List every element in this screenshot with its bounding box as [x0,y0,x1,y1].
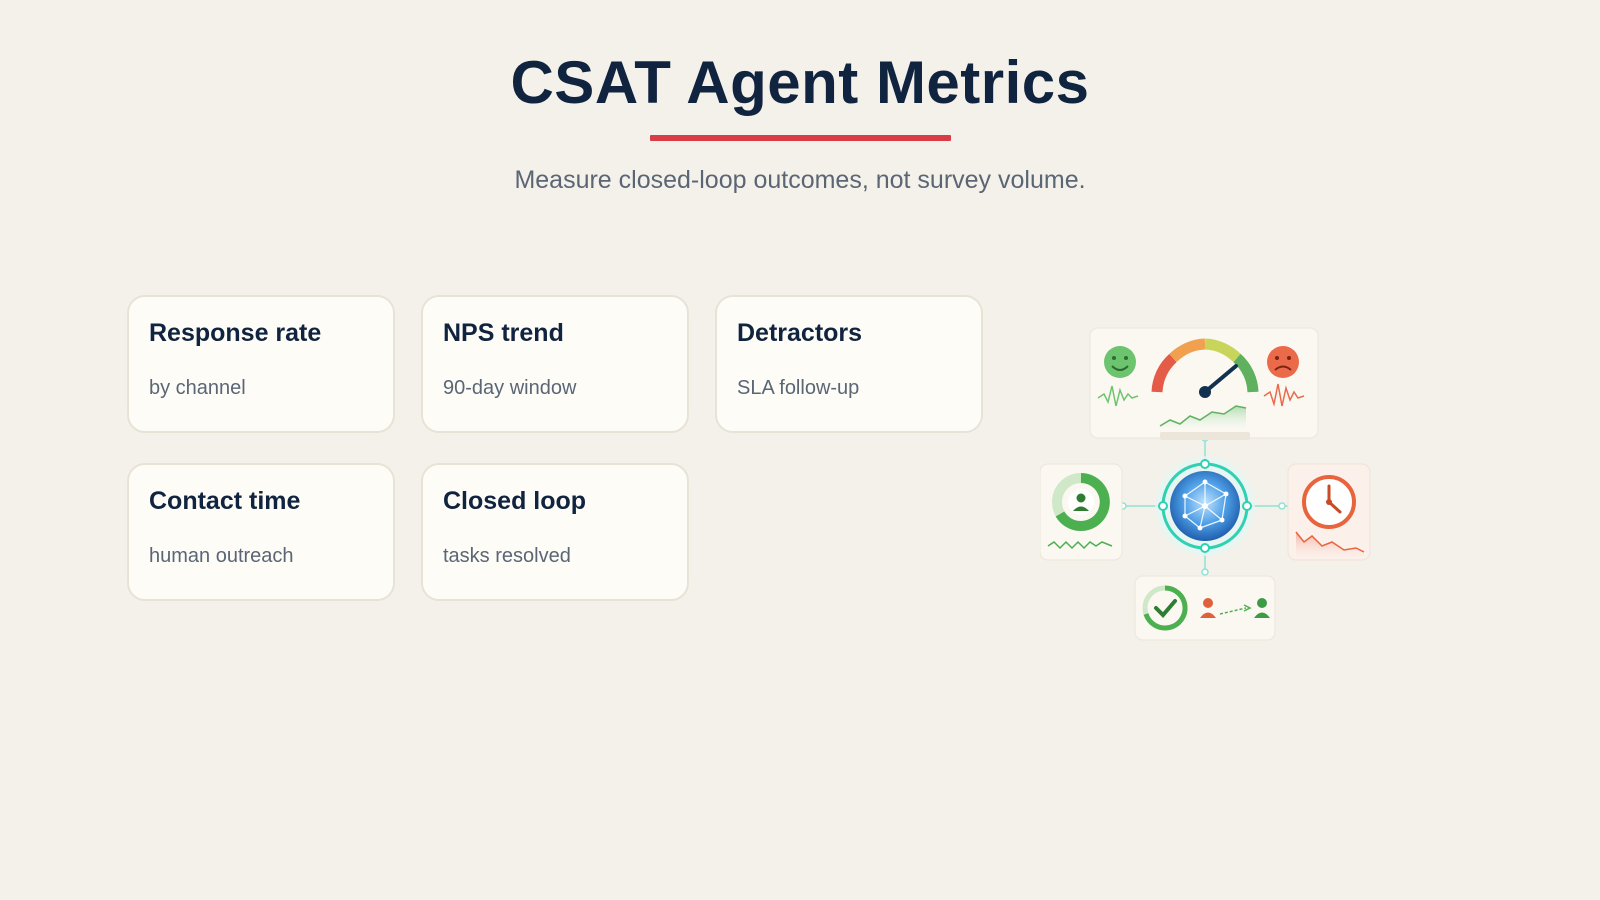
gauge-icon [1151,338,1259,428]
donut-user-panel [1040,463,1123,561]
closed-loop-panel [1134,575,1276,641]
card-subtitle: 90-day window [443,377,577,399]
network-globe-icon [1155,456,1255,556]
card-subtitle: by channel [149,377,246,399]
card-title: Closed loop [443,487,587,515]
gauge-panel [1089,327,1319,440]
card-title: Detractors [737,319,863,347]
card-title: NPS trend [443,319,564,347]
metric-card-contact-time: Contact time human outreach [127,463,395,601]
card-title: Response rate [149,319,322,347]
frown-icon [1267,346,1299,378]
card-title: Contact time [149,487,301,515]
card-subtitle: SLA follow-up [737,377,860,399]
smile-icon [1104,346,1136,378]
metric-card-closed-loop: Closed loop tasks resolved [421,463,689,601]
card-subtitle: human outreach [149,545,294,567]
metric-card-detractors: Detractors SLA follow-up [715,295,983,433]
page-subtitle: Measure closed-loop outcomes, not survey… [514,166,1086,194]
page-title: CSAT Agent Metrics [510,49,1090,116]
clock-panel [1287,463,1371,561]
title-underline [650,135,951,141]
metrics-hub-illustration [1040,327,1371,641]
clock-icon [1302,475,1356,529]
donut-user-icon [1052,473,1110,531]
metric-card-response-rate: Response rate by channel [127,295,395,433]
check-circle-icon [1142,585,1188,631]
handoff-users-icon [1200,598,1270,618]
card-subtitle: tasks resolved [443,545,571,567]
metric-card-nps-trend: NPS trend 90-day window [421,295,689,433]
